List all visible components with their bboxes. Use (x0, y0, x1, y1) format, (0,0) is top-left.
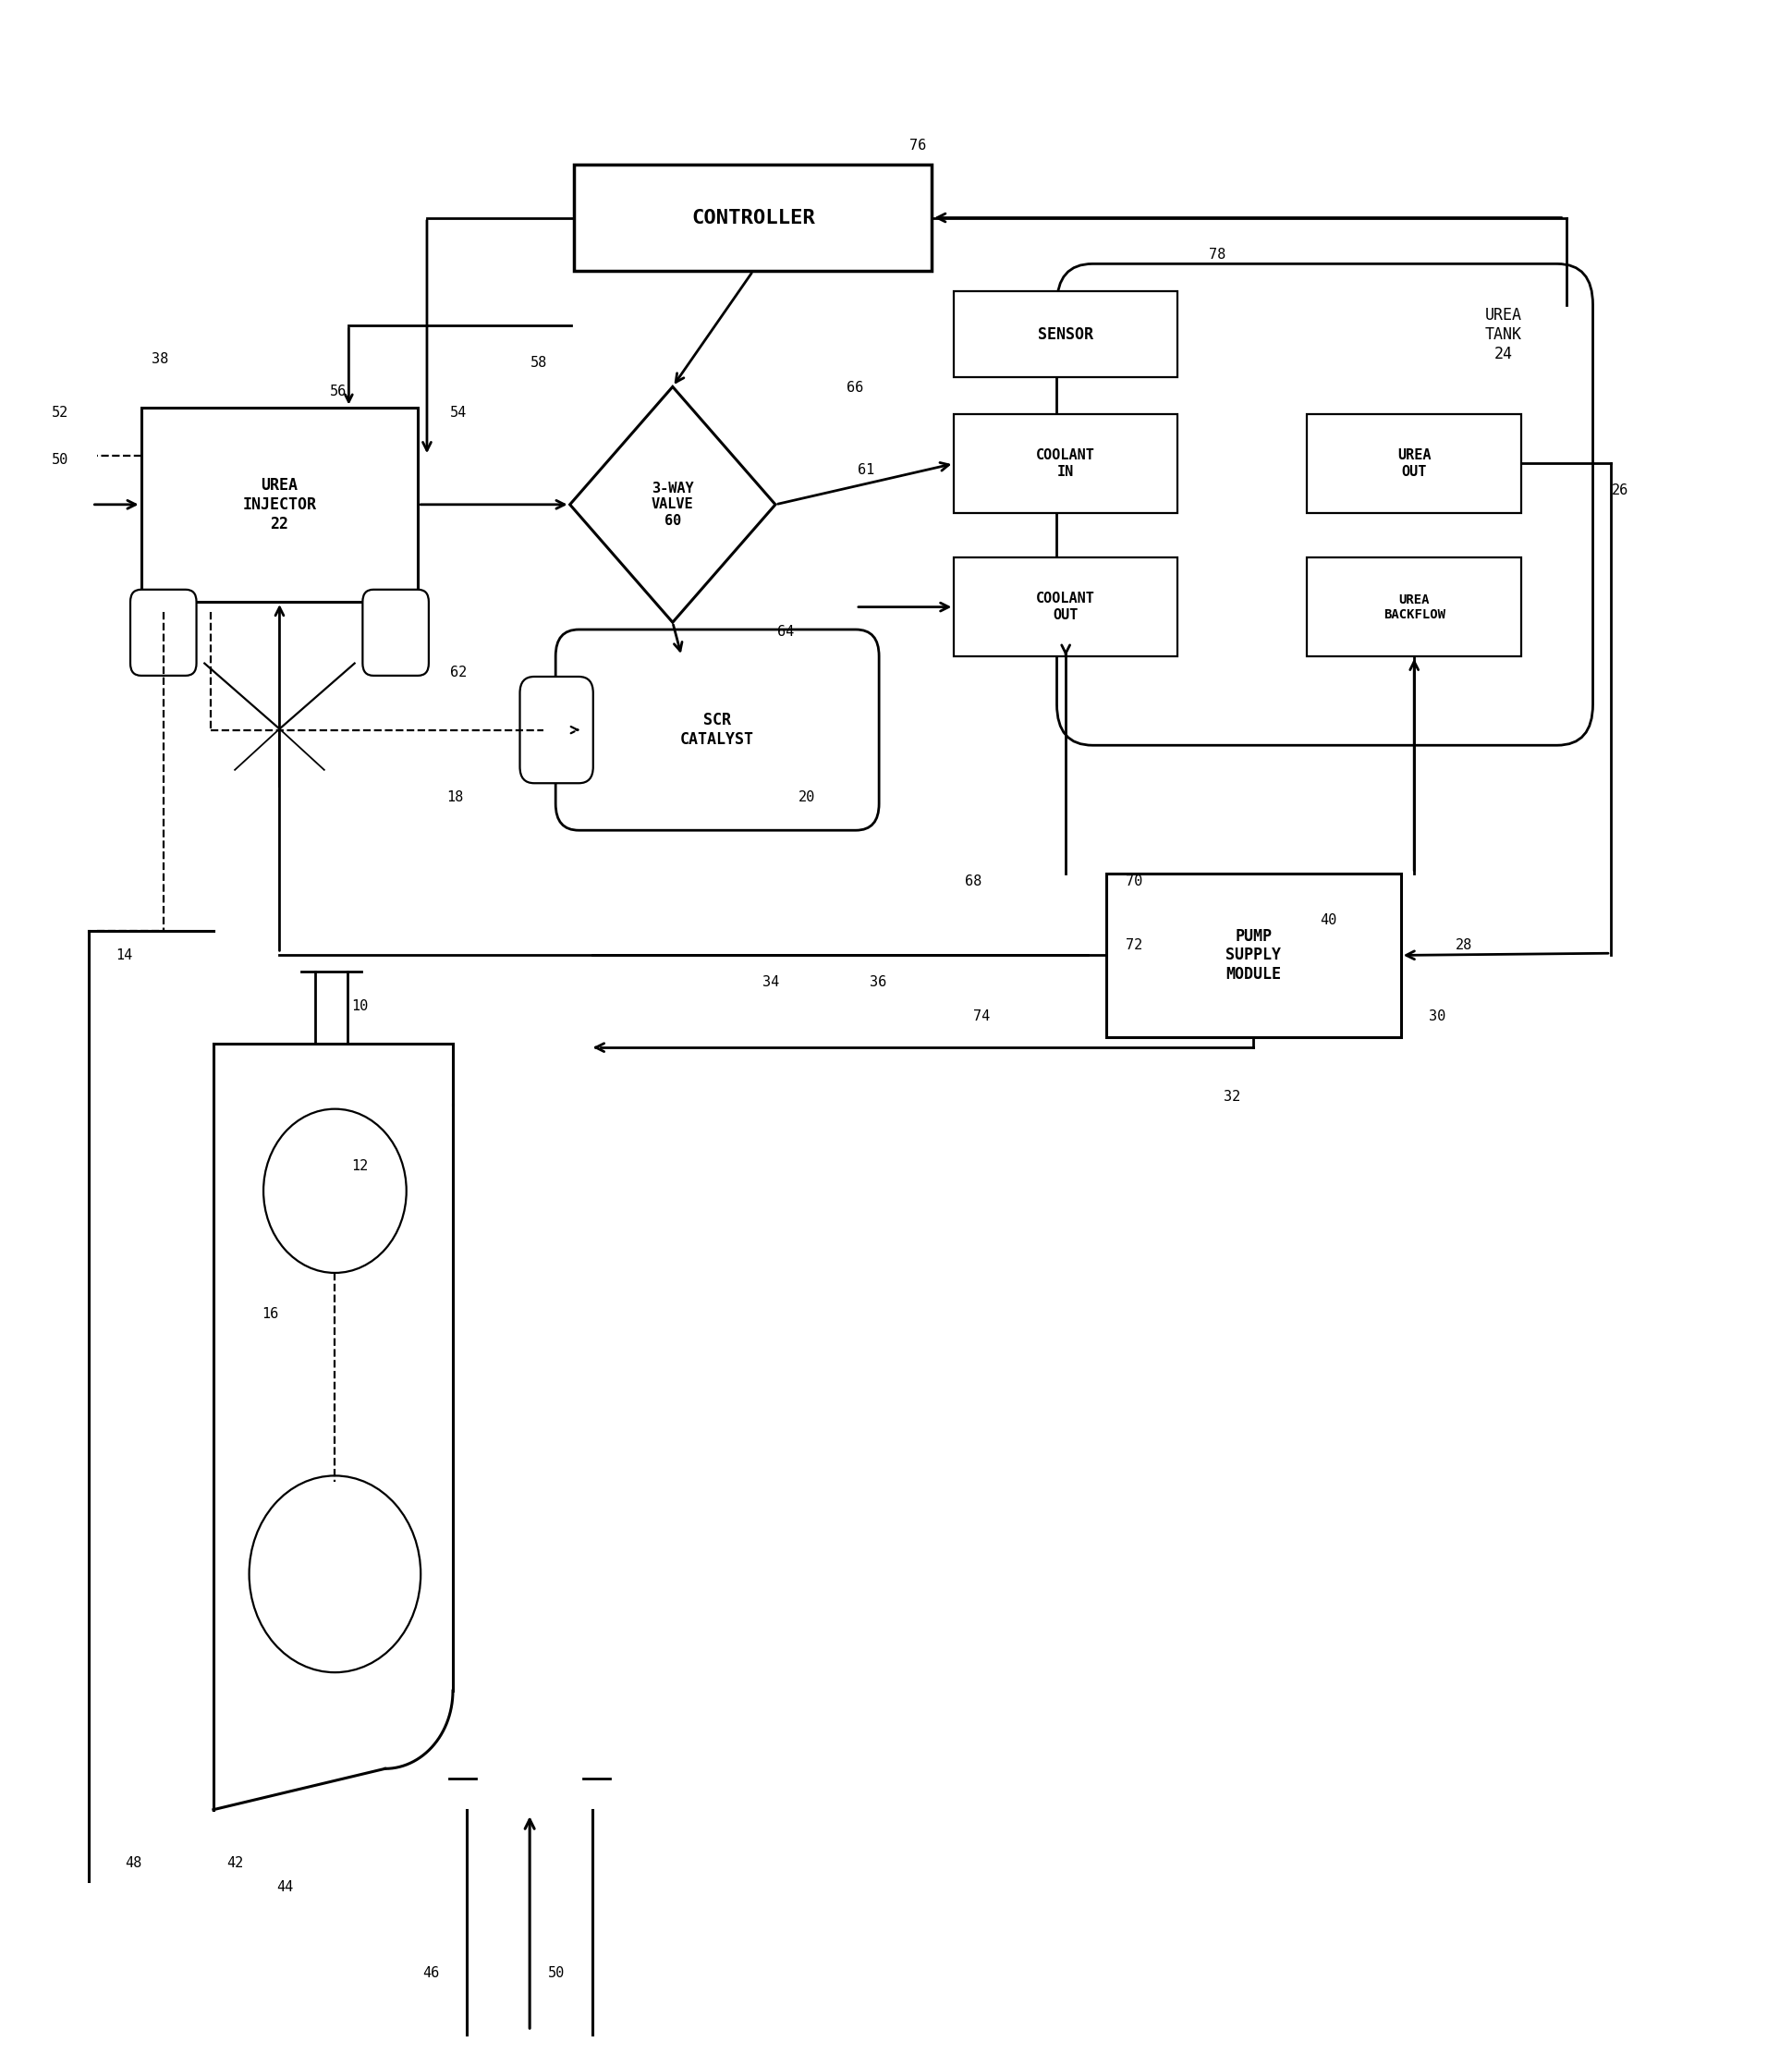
Text: 28: 28 (1455, 939, 1473, 951)
Bar (142, 407, 418, 602)
Text: 26: 26 (1611, 483, 1629, 497)
Text: 54: 54 (450, 405, 466, 419)
Text: 58: 58 (530, 355, 547, 370)
Text: 18: 18 (446, 791, 462, 805)
Text: 46: 46 (423, 1966, 439, 1980)
Bar (1306, 415, 1521, 514)
Text: 74: 74 (973, 1011, 991, 1023)
Bar (1106, 873, 1401, 1037)
Text: 10: 10 (351, 1000, 369, 1013)
Text: 76: 76 (909, 140, 926, 152)
Text: 38: 38 (151, 351, 168, 366)
Text: 20: 20 (797, 791, 815, 805)
Bar (953, 415, 1177, 514)
FancyBboxPatch shape (1057, 263, 1593, 746)
Text: PUMP
SUPPLY
MODULE: PUMP SUPPLY MODULE (1226, 928, 1281, 982)
Text: SCR
CATALYST: SCR CATALYST (681, 713, 754, 748)
Text: 30: 30 (1428, 1011, 1446, 1023)
Text: UREA
OUT: UREA OUT (1398, 448, 1432, 479)
FancyBboxPatch shape (556, 629, 880, 830)
Text: 44: 44 (276, 1881, 294, 1894)
Text: CONTROLLER: CONTROLLER (692, 207, 815, 226)
Text: 3-WAY
VALVE
60: 3-WAY VALVE 60 (652, 481, 694, 528)
Text: 56: 56 (330, 384, 348, 398)
Text: 66: 66 (846, 380, 864, 394)
Text: 61: 61 (857, 462, 874, 477)
Text: 14: 14 (116, 949, 133, 961)
FancyBboxPatch shape (520, 676, 593, 783)
Text: COOLANT
OUT: COOLANT OUT (1036, 592, 1095, 622)
Text: 62: 62 (450, 665, 466, 680)
Text: 78: 78 (1210, 249, 1226, 261)
Text: UREA
INJECTOR
22: UREA INJECTOR 22 (242, 477, 317, 532)
Text: UREA
TANK
24: UREA TANK 24 (1486, 306, 1521, 362)
Text: 52: 52 (52, 405, 68, 419)
Text: 42: 42 (226, 1857, 244, 1869)
FancyBboxPatch shape (362, 589, 428, 676)
Text: 32: 32 (1224, 1091, 1240, 1103)
Text: 34: 34 (762, 976, 780, 988)
Text: COOLANT
IN: COOLANT IN (1036, 448, 1095, 479)
Text: 12: 12 (351, 1158, 369, 1173)
Text: 40: 40 (1321, 914, 1337, 928)
Text: 50: 50 (52, 452, 68, 466)
Text: 64: 64 (776, 624, 794, 639)
Text: 16: 16 (262, 1306, 280, 1321)
Text: 68: 68 (964, 875, 982, 889)
Bar (953, 292, 1177, 378)
Bar (953, 559, 1177, 655)
Text: 70: 70 (1125, 875, 1142, 889)
Bar (1306, 559, 1521, 655)
Bar (575, 164, 932, 271)
Text: UREA
BACKFLOW: UREA BACKFLOW (1383, 594, 1444, 620)
Text: 36: 36 (869, 976, 887, 988)
Text: 72: 72 (1125, 939, 1142, 951)
Polygon shape (570, 386, 776, 622)
Text: 50: 50 (548, 1966, 564, 1980)
Text: 48: 48 (125, 1857, 142, 1869)
Text: SENSOR: SENSOR (1038, 327, 1093, 343)
FancyBboxPatch shape (131, 589, 197, 676)
